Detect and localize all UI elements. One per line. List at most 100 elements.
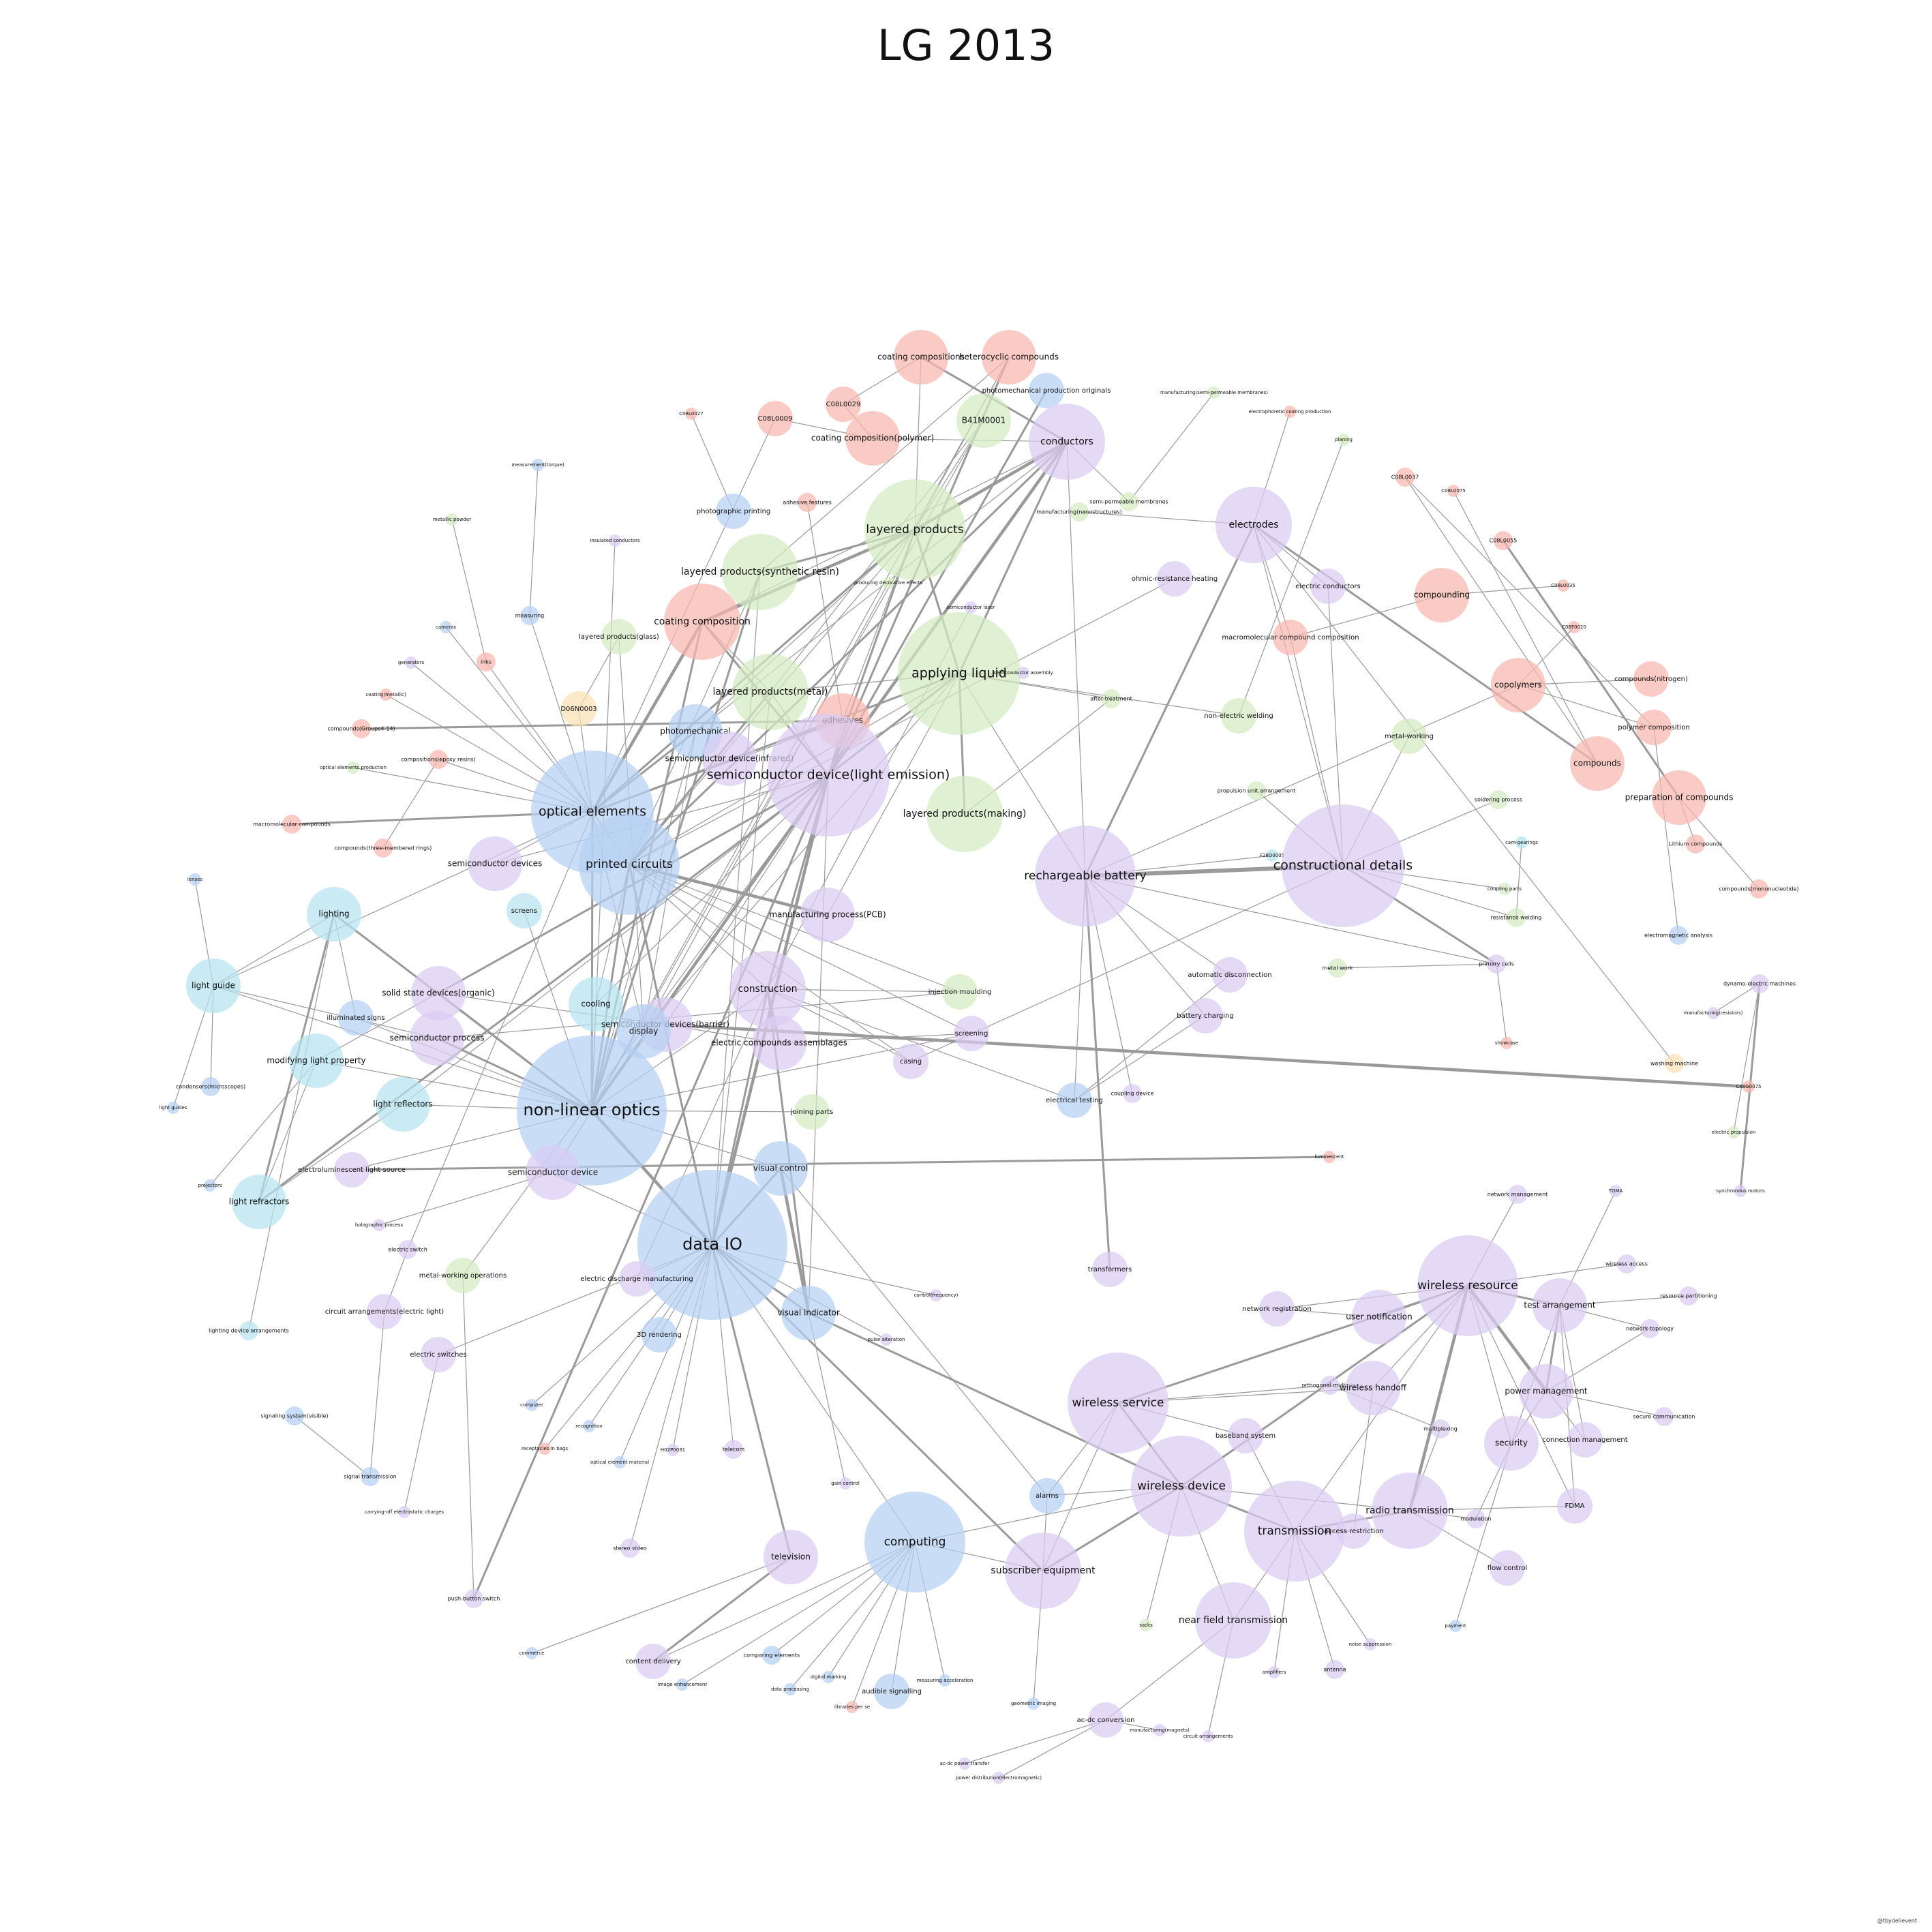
node-label: electromagnetic analysis [1644, 933, 1712, 939]
node-label: electroluminescent light source [298, 1166, 406, 1174]
node-circle [1395, 468, 1415, 487]
node-ac-dc-conversion: ac-dc conversion [1077, 1702, 1135, 1738]
node-visual-control: visual control [753, 1141, 808, 1196]
node-circle [1123, 1084, 1142, 1103]
node-circle [1391, 719, 1427, 754]
node-light-refractors: light refractors [229, 1175, 289, 1229]
page-title: LG 2013 [877, 20, 1055, 70]
node-label: network registration [1242, 1305, 1311, 1313]
node-label: generators [398, 660, 425, 665]
node-automatic-disconnection: automatic disconnection [1188, 957, 1272, 993]
node-lenses: lenses [187, 873, 202, 886]
edge-cam-gearings--resistance-welding [1515, 842, 1522, 918]
node-circle [939, 1674, 951, 1687]
node-circle [1029, 373, 1064, 408]
node-c08l0037: C08L0037 [1391, 468, 1419, 487]
node-circle [539, 1443, 551, 1455]
node-circle [1749, 879, 1768, 899]
node-telecom: telecom [723, 1440, 744, 1459]
node-label: washing machine [1650, 1061, 1698, 1067]
node-label: cam-gearings [1505, 840, 1538, 845]
node-circle [798, 493, 817, 512]
node-illuminated-signs: illuminated signs [327, 1000, 385, 1036]
node-light-guides: light guides [160, 1102, 187, 1114]
node-label: compounding [1414, 590, 1470, 600]
node-label: manufacturing(magnets) [1130, 1727, 1190, 1733]
node-macromolecular-compounds: macromolecular compounds [253, 815, 331, 834]
node-label: transmission [1258, 1524, 1332, 1538]
node-push-button-switch: push-button switch [448, 1589, 500, 1608]
node-alarms: alarms [1029, 1478, 1065, 1513]
node-circle [532, 459, 544, 471]
edge-optical-elements--electric-switch [407, 811, 593, 1250]
node-circle [993, 1772, 1005, 1784]
node-propulsion-unit-arrangement: propulsion unit arrangement [1218, 781, 1295, 800]
node-circle [361, 1467, 380, 1486]
node-optical-element-material: optical element material [590, 1456, 649, 1468]
node-data-io: data IO [637, 1170, 787, 1320]
node-label: manufacturing(semi-permeable membranes) [1160, 390, 1268, 395]
node-circle [285, 1406, 304, 1425]
node-orthogonal-multiplex: orthogonal multiplex [1301, 1376, 1359, 1395]
node-libraries-per-se: libraries per se [834, 1701, 870, 1713]
node-layered-products-metal: layered products(metal) [712, 654, 828, 730]
node-circle [1515, 836, 1528, 849]
node-label: image enhancement [658, 1682, 708, 1687]
node-synchronous-motors: synchronous motors [1716, 1185, 1765, 1197]
node-circle [1519, 1364, 1573, 1419]
node-security: security [1484, 1416, 1539, 1470]
node-label: wireless access [1605, 1261, 1648, 1267]
node-circle [1216, 487, 1292, 563]
node-digital-marking: digital marking [811, 1671, 846, 1683]
node-label: compounds(mononucleotide) [1719, 886, 1798, 892]
node-recognition: recognition [575, 1420, 603, 1432]
node-electromagnetic-analysis: electromagnetic analysis [1644, 926, 1712, 945]
node-label: layered products(making) [903, 809, 1027, 819]
node-label: FDMA [1565, 1503, 1585, 1510]
node-label: electric discharge manufacturing [580, 1276, 693, 1283]
node-label: semi-permeable membranes [1089, 499, 1168, 505]
node-after-treatment: after-treatment [1090, 689, 1132, 708]
edge-data-io--subscriber-equipment [711, 1243, 1044, 1572]
node-circle [1742, 1081, 1755, 1093]
node-circle [468, 836, 522, 891]
node-circle [201, 1077, 220, 1096]
node-circle [1372, 1473, 1448, 1549]
node-label: wireless resource [1417, 1279, 1518, 1293]
node-label: signal transmission [344, 1474, 396, 1480]
node-circle [1417, 1235, 1518, 1336]
node-circle [1568, 621, 1580, 633]
node-label: electric switches [410, 1351, 466, 1359]
node-label: telecom [723, 1447, 744, 1453]
node-label: layered products(glass) [579, 633, 659, 641]
node-television: television [764, 1530, 818, 1584]
node-test-arrangement: test arrangement [1524, 1278, 1596, 1333]
node-measuring-acceleration: measuring acceleration [917, 1674, 973, 1687]
node-circle [752, 1016, 806, 1070]
node-showcase: showcase [1495, 1037, 1518, 1049]
node-circle [440, 621, 452, 633]
node-circle [619, 1261, 654, 1297]
node-electrodes: electrodes [1216, 487, 1292, 563]
edge-semiconductor-device-light-emission--light-refractors [258, 774, 830, 1203]
node-label: ac-dc conversion [1077, 1717, 1135, 1724]
node-circle [826, 387, 861, 422]
node-circle [667, 1444, 679, 1456]
node-label: semiconductor device(light emission) [707, 768, 950, 783]
node-coating-compositions: coating compositions [877, 330, 965, 384]
node-circle [1068, 1353, 1168, 1453]
node-washing-machine: washing machine [1650, 1054, 1698, 1073]
node-modifying-light-property: modifying light property [267, 1033, 366, 1088]
node-label: C08L0009 [758, 415, 793, 423]
node-network-management: network management [1488, 1185, 1548, 1204]
node-connection-management: connection management [1542, 1422, 1628, 1458]
node-label: projectors [198, 1183, 222, 1188]
node-circle [347, 761, 359, 774]
node-label: inks [481, 659, 492, 665]
node-label: wireless handoff [1340, 1383, 1407, 1393]
node-printed-circuits: printed circuits [579, 814, 680, 915]
node-label: H02P0031 [661, 1447, 685, 1453]
node-wireless-device: wireless device [1131, 1436, 1232, 1537]
node-cooling: cooling [569, 977, 623, 1031]
